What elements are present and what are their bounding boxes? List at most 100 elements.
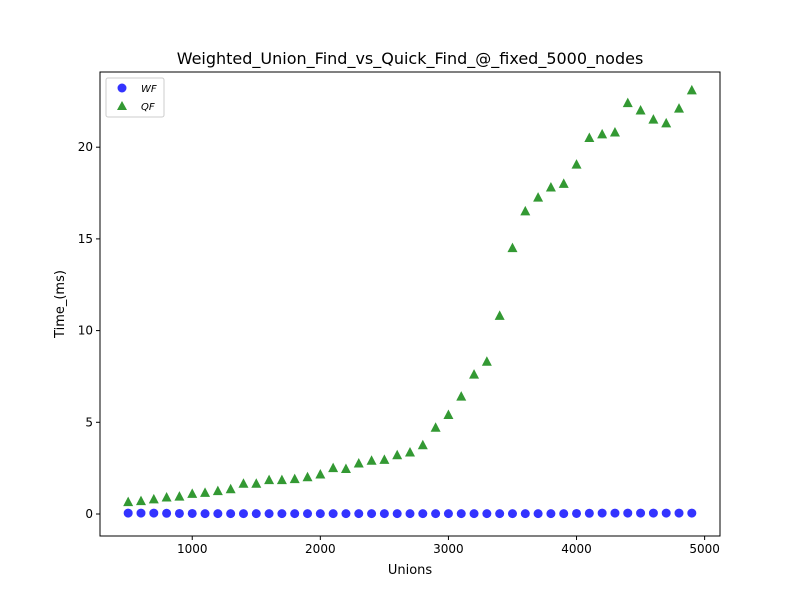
wf-point xyxy=(533,509,543,519)
qf-point xyxy=(379,454,390,464)
wf-point xyxy=(290,509,300,519)
qf-point xyxy=(315,469,326,479)
wf-point xyxy=(405,509,415,519)
x-axis-label: Unions xyxy=(388,563,433,578)
wf-point xyxy=(123,508,133,518)
qf-point xyxy=(571,159,582,169)
y-axis-label: Time_(ms) xyxy=(53,270,68,339)
qf-point xyxy=(661,117,672,128)
qf-point xyxy=(456,391,467,401)
wf-point xyxy=(136,508,146,518)
wf-point xyxy=(277,509,287,519)
wf-point xyxy=(328,509,338,519)
qf-point xyxy=(225,483,236,494)
wf-point xyxy=(264,509,274,519)
wf-point xyxy=(546,509,556,519)
wf-point xyxy=(443,509,453,519)
wf-point xyxy=(149,508,159,518)
qf-point xyxy=(469,369,480,379)
y-tick-label: 20 xyxy=(78,140,93,154)
wf-point xyxy=(315,509,325,519)
qf-point xyxy=(366,455,377,465)
legend: WF QF xyxy=(105,77,165,118)
qf-point xyxy=(251,478,262,488)
qf-point xyxy=(187,488,198,498)
wf-point xyxy=(456,509,466,519)
y-tick-label: 15 xyxy=(78,232,93,246)
wf-point xyxy=(482,509,492,519)
qf-point xyxy=(481,356,492,366)
wf-point xyxy=(623,508,633,518)
wf-point xyxy=(341,509,351,519)
qf-point xyxy=(674,103,685,113)
qf-point xyxy=(212,485,223,496)
qf-point xyxy=(302,471,313,482)
x-tick-label: 3000 xyxy=(433,542,464,556)
qf-point xyxy=(161,491,172,502)
wf-point xyxy=(354,509,364,519)
qf-point xyxy=(405,447,415,457)
x-tick-label: 1000 xyxy=(177,542,208,556)
y-axis: 0 5 10 15 20 xyxy=(78,140,100,521)
wf-point xyxy=(661,508,671,518)
y-tick-label: 10 xyxy=(78,324,93,338)
qf-point xyxy=(238,478,249,488)
wf-point xyxy=(636,508,646,518)
x-tick-label: 2000 xyxy=(305,542,336,556)
qf-point xyxy=(148,493,159,504)
qf-point xyxy=(558,178,569,188)
qf-point xyxy=(135,495,146,506)
qf-point xyxy=(635,105,646,115)
wf-point xyxy=(597,508,607,518)
qf-point xyxy=(430,422,441,432)
wf-point xyxy=(507,509,517,519)
qf-point xyxy=(264,474,275,485)
legend-label-wf: WF xyxy=(141,84,157,95)
wf-point xyxy=(367,509,377,519)
plot-markers xyxy=(123,84,697,519)
qf-point xyxy=(353,458,364,468)
qf-point xyxy=(609,127,620,137)
wf-point xyxy=(174,508,184,518)
wf-point xyxy=(200,509,210,519)
wf-point xyxy=(431,509,441,519)
wf-point xyxy=(648,508,658,518)
wf-point xyxy=(303,509,313,519)
wf-point xyxy=(559,509,569,519)
y-tick-label: 0 xyxy=(85,507,93,521)
legend-label-qf: QF xyxy=(141,102,155,113)
qf-point xyxy=(622,97,633,108)
qf-point xyxy=(584,132,595,143)
qf-point xyxy=(276,474,287,485)
wf-point xyxy=(495,509,505,519)
wf-point xyxy=(213,509,223,519)
y-tick-label: 5 xyxy=(85,415,93,429)
wf-point xyxy=(162,508,172,518)
qf-point xyxy=(597,128,608,139)
wf-point xyxy=(187,508,197,518)
wf-point xyxy=(238,509,248,519)
wf-point xyxy=(572,508,582,518)
qf-point xyxy=(520,205,531,216)
wf-point xyxy=(418,509,428,519)
x-axis: 1000 2000 3000 4000 5000 xyxy=(177,536,720,556)
wf-point xyxy=(610,508,620,518)
legend-marker-wf xyxy=(117,83,127,93)
qf-point xyxy=(392,449,403,460)
qf-point xyxy=(494,310,505,320)
wf-point xyxy=(226,509,236,519)
qf-point xyxy=(328,462,339,473)
qf-point xyxy=(340,463,351,474)
qf-point xyxy=(507,242,518,253)
qf-point xyxy=(443,409,454,419)
qf-point xyxy=(686,84,697,95)
qf-point xyxy=(648,114,659,124)
chart-title: Weighted_Union_Find_vs_Quick_Find_@_fixe… xyxy=(177,49,644,69)
qf-point xyxy=(533,192,544,202)
qf-point xyxy=(123,496,134,507)
wf-point xyxy=(379,509,389,519)
wf-point xyxy=(520,509,530,519)
wf-point xyxy=(251,509,261,519)
qf-point xyxy=(200,487,211,497)
